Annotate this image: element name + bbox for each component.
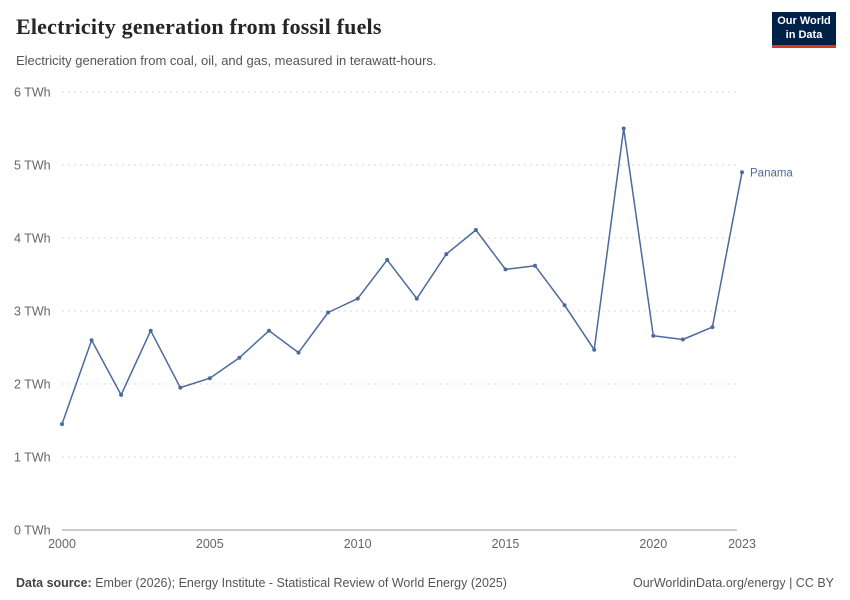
data-line xyxy=(61,127,743,425)
data-point xyxy=(385,257,390,262)
data-point xyxy=(178,385,183,390)
data-point xyxy=(414,296,419,301)
data-point xyxy=(326,310,331,315)
y-axis-tick-label: 2 TWh xyxy=(14,378,51,392)
owid-logo-line2: in Data xyxy=(785,28,823,41)
data-point xyxy=(60,422,64,427)
data-point xyxy=(355,296,360,301)
chart-footer: Data source: Ember (2026); Energy Instit… xyxy=(16,576,834,590)
data-point xyxy=(533,263,537,268)
series-label: Panama xyxy=(750,167,793,179)
y-axis-tick-label: 3 TWh xyxy=(14,305,51,319)
x-axis-tick-label: 2020 xyxy=(639,537,667,551)
data-source: Data source: Ember (2026); Energy Instit… xyxy=(16,576,507,590)
owid-logo-line1: Our World xyxy=(777,14,831,27)
data-point xyxy=(592,347,597,352)
data-point xyxy=(473,228,478,232)
x-axis-tick-label: 2000 xyxy=(48,537,76,551)
data-point xyxy=(148,328,153,333)
data-point xyxy=(296,350,301,355)
data-point xyxy=(119,392,124,397)
data-point xyxy=(621,126,626,131)
x-axis-tick-label: 2005 xyxy=(196,537,224,551)
data-point xyxy=(89,338,94,343)
data-point xyxy=(207,376,212,381)
x-axis-tick-label: 2023 xyxy=(728,537,756,551)
data-point xyxy=(651,333,656,338)
y-axis-tick-label: 5 TWh xyxy=(14,159,51,173)
data-point xyxy=(503,267,508,272)
y-axis-tick-label: 0 TWh xyxy=(14,524,51,538)
chart-subtitle: Electricity generation from coal, oil, a… xyxy=(16,53,437,68)
x-axis-tick-label: 2015 xyxy=(492,537,520,551)
y-axis-tick-label: 1 TWh xyxy=(14,451,51,465)
y-axis-tick-label: 4 TWh xyxy=(14,232,51,246)
page-title: Electricity generation from fossil fuels xyxy=(16,14,382,39)
data-point xyxy=(237,355,242,360)
y-axis-tick-label: 6 TWh xyxy=(14,86,51,100)
data-point xyxy=(680,337,685,342)
data-point xyxy=(740,170,744,175)
owid-logo[interactable]: Our World in Data xyxy=(772,12,836,48)
data-source-label: Data source: xyxy=(16,576,92,590)
data-point xyxy=(444,252,449,257)
footer-link[interactable]: OurWorldinData.org/energy | CC BY xyxy=(632,576,834,590)
data-point xyxy=(562,303,567,308)
data-point xyxy=(710,325,715,330)
data-source-text: Ember (2026); Energy Institute - Statist… xyxy=(91,576,507,590)
x-axis-tick-label: 2010 xyxy=(344,537,372,551)
data-point xyxy=(267,328,271,333)
